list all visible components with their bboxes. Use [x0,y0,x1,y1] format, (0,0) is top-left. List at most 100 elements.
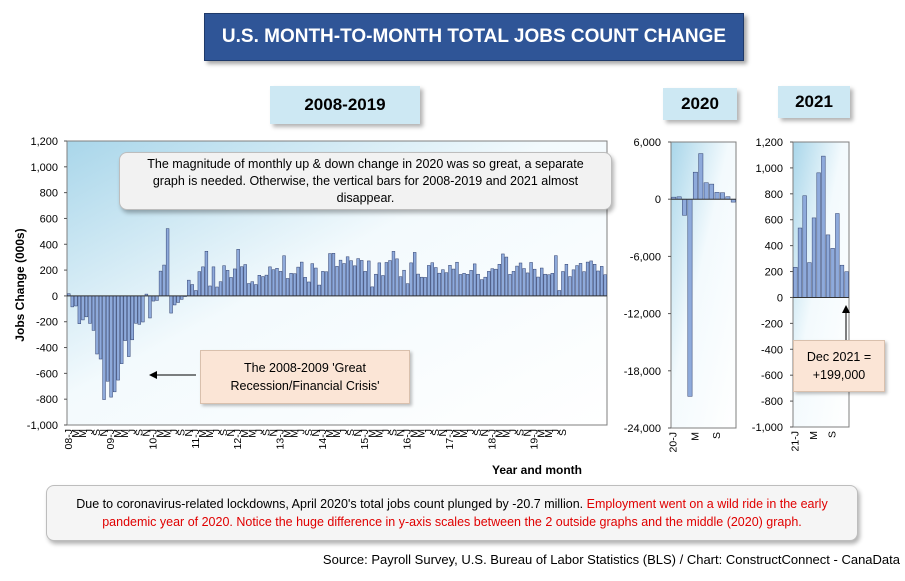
x-tick-label: S [430,429,442,436]
bar [296,266,300,297]
bar [490,268,494,297]
y-tick-label: 200 [40,265,58,277]
bar [395,258,399,297]
y-tick-label: 1,200 [755,137,783,149]
x-tick-label: 14-J [317,429,329,449]
bar [585,261,590,297]
bar [148,295,152,319]
y-tick-label: 1,200 [30,136,58,148]
bar [243,264,247,297]
bar [204,250,209,297]
bar [483,276,487,297]
bar [423,277,427,297]
bar [370,286,374,297]
y-tick-label: -6,000 [630,251,661,263]
bar [342,263,346,297]
bar [412,252,417,297]
y-tick-label: -12,000 [624,309,661,321]
bar [561,271,565,297]
bar [194,290,198,297]
bar [268,266,272,297]
bar [409,262,413,297]
note-text-red: Employment went on a wild ride in the ea… [102,497,828,529]
bar [547,274,551,297]
bar [229,277,233,297]
bar [247,283,251,297]
bar [95,295,99,355]
bar [427,265,431,297]
recession-arrowhead [149,371,157,379]
bar [807,262,812,298]
bar [352,265,357,297]
bar [363,271,367,297]
x-tick-label: S [218,429,230,436]
bar [600,266,604,297]
x-tick-label: N [479,429,491,437]
y-tick-label: 800 [40,188,58,200]
bar [540,267,544,297]
x-tick-label: M [458,429,470,438]
x-tick-label: N [437,429,449,437]
bar [105,295,110,382]
bar [250,281,254,297]
bar [180,295,184,300]
x-tick-label: M [689,432,701,441]
bar [592,264,597,297]
bar [190,284,194,297]
bar [420,276,424,297]
bar [225,270,230,297]
x-tick-label: 21-J [789,431,801,451]
bar [176,295,180,303]
bar [88,295,92,324]
bar [458,274,463,297]
y-axis-label: Jobs Change (000s) [13,228,27,341]
bar [278,271,283,297]
y-tick-label: -800 [36,394,58,406]
bar [515,265,519,297]
bar [441,269,445,297]
note-text-black: Due to coronavirus-related lockdowns, Ap… [76,497,584,511]
bar [151,295,156,302]
bar [187,279,191,297]
y-tick-label: -200 [761,318,783,330]
bar [508,274,512,297]
bar [568,276,572,297]
bar [208,285,212,297]
y-tick-label: -600 [761,370,783,382]
y-tick-label: 200 [765,267,783,279]
panel-2020: 6,000 0 -6,000 -12,000 -18,000 -24,000 20-J M S [624,137,737,452]
x-tick-label: J [508,429,520,434]
bar [356,258,360,297]
bar [300,261,304,297]
bar [571,269,576,297]
bar [839,264,845,298]
x-tick-label: M [77,429,89,438]
x-tick-label: N [98,429,110,437]
bar [381,275,385,297]
x-tick-label: M [119,429,131,438]
x-tick-label: 11-J [190,429,202,449]
x-tick-label: M [543,429,555,438]
bar [578,263,583,297]
x-tick-label: J [380,429,392,434]
bar [698,153,704,200]
bar [112,295,117,393]
bar [98,295,103,360]
panel-title-2021: 2021 [778,86,850,118]
x-tick-label: 19-J [529,429,541,449]
x-tick-label: S [711,432,723,439]
bar [497,264,502,297]
x-tick-label: N [183,429,195,437]
x-tick-label: 08-J [63,429,75,449]
y-tick-label: -800 [761,396,783,408]
bar [687,198,693,397]
bar [511,271,516,297]
bar [271,269,276,297]
x-tick-label: S [557,429,569,436]
x-tick-label: N [140,429,152,437]
chart-title: U.S. MONTH-TO-MONTH TOTAL JOBS COUNT CHA… [204,13,744,61]
bar [360,260,364,297]
x-tick-label: M [324,429,336,438]
bar [120,295,124,364]
panel-title-2008-2019: 2008-2019 [270,86,420,124]
